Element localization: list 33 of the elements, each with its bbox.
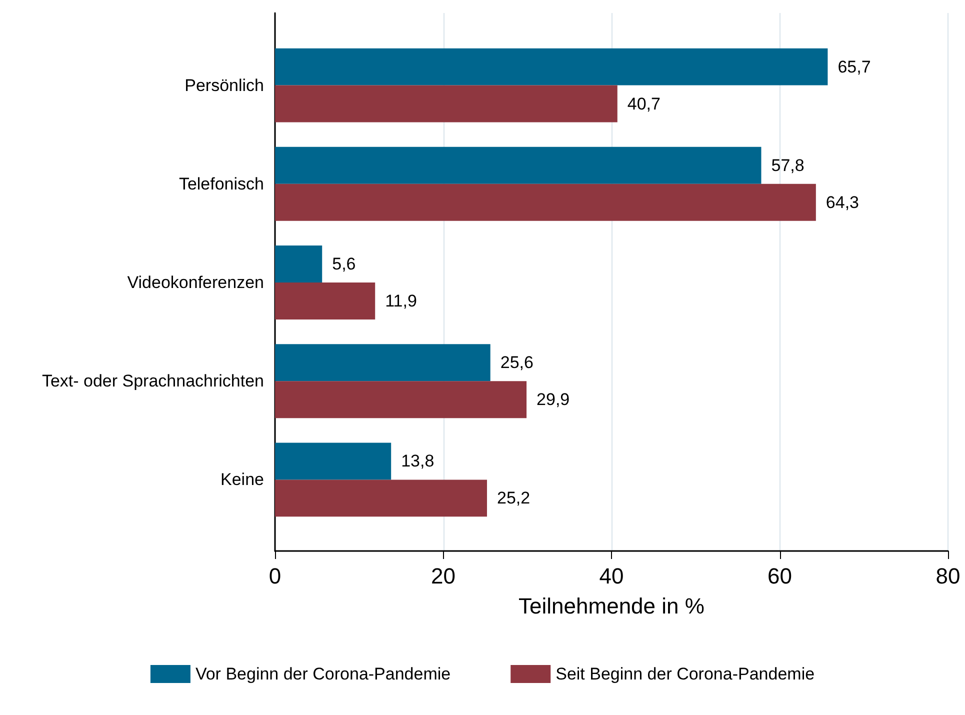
y-tick-label: Text- oder Sprachnachrichten xyxy=(42,372,264,391)
bar xyxy=(275,282,376,320)
data-label: 5,6 xyxy=(332,254,356,274)
bar xyxy=(275,48,828,86)
bar xyxy=(275,246,322,282)
bar xyxy=(275,85,618,122)
x-tick-label: 60 xyxy=(768,564,792,588)
y-tick-label: Videokonferenzen xyxy=(127,273,264,292)
x-tick-label: 0 xyxy=(268,564,282,588)
x-tick-label: 20 xyxy=(431,564,456,588)
legend-label: Vor Beginn der Corona-Pandemie xyxy=(195,664,451,684)
bar xyxy=(275,344,490,382)
x-tick-label: 80 xyxy=(936,564,960,588)
data-label: 64,3 xyxy=(826,192,860,212)
bar xyxy=(275,184,816,221)
bar xyxy=(275,381,527,418)
data-label: 65,7 xyxy=(838,57,871,76)
x-tick-label: 40 xyxy=(599,564,624,588)
data-label: 40,7 xyxy=(627,94,660,114)
data-label: 13,8 xyxy=(401,452,434,471)
data-label: 29,9 xyxy=(536,390,570,410)
y-tick-label: Persönlich xyxy=(184,76,264,95)
y-tick-label: Keine xyxy=(220,470,264,490)
bar xyxy=(275,146,762,184)
data-label: 57,8 xyxy=(771,156,804,175)
x-axis-title: Teilnehmende in % xyxy=(518,594,704,618)
bar xyxy=(275,480,487,517)
legend-label: Seit Beginn der Corona-Pandemie xyxy=(556,664,815,684)
data-label: 25,2 xyxy=(496,488,530,508)
bar xyxy=(275,442,392,480)
data-label: 11,9 xyxy=(385,291,417,310)
data-label: 25,6 xyxy=(500,353,534,372)
y-tick-label: Telefonisch xyxy=(178,174,264,194)
